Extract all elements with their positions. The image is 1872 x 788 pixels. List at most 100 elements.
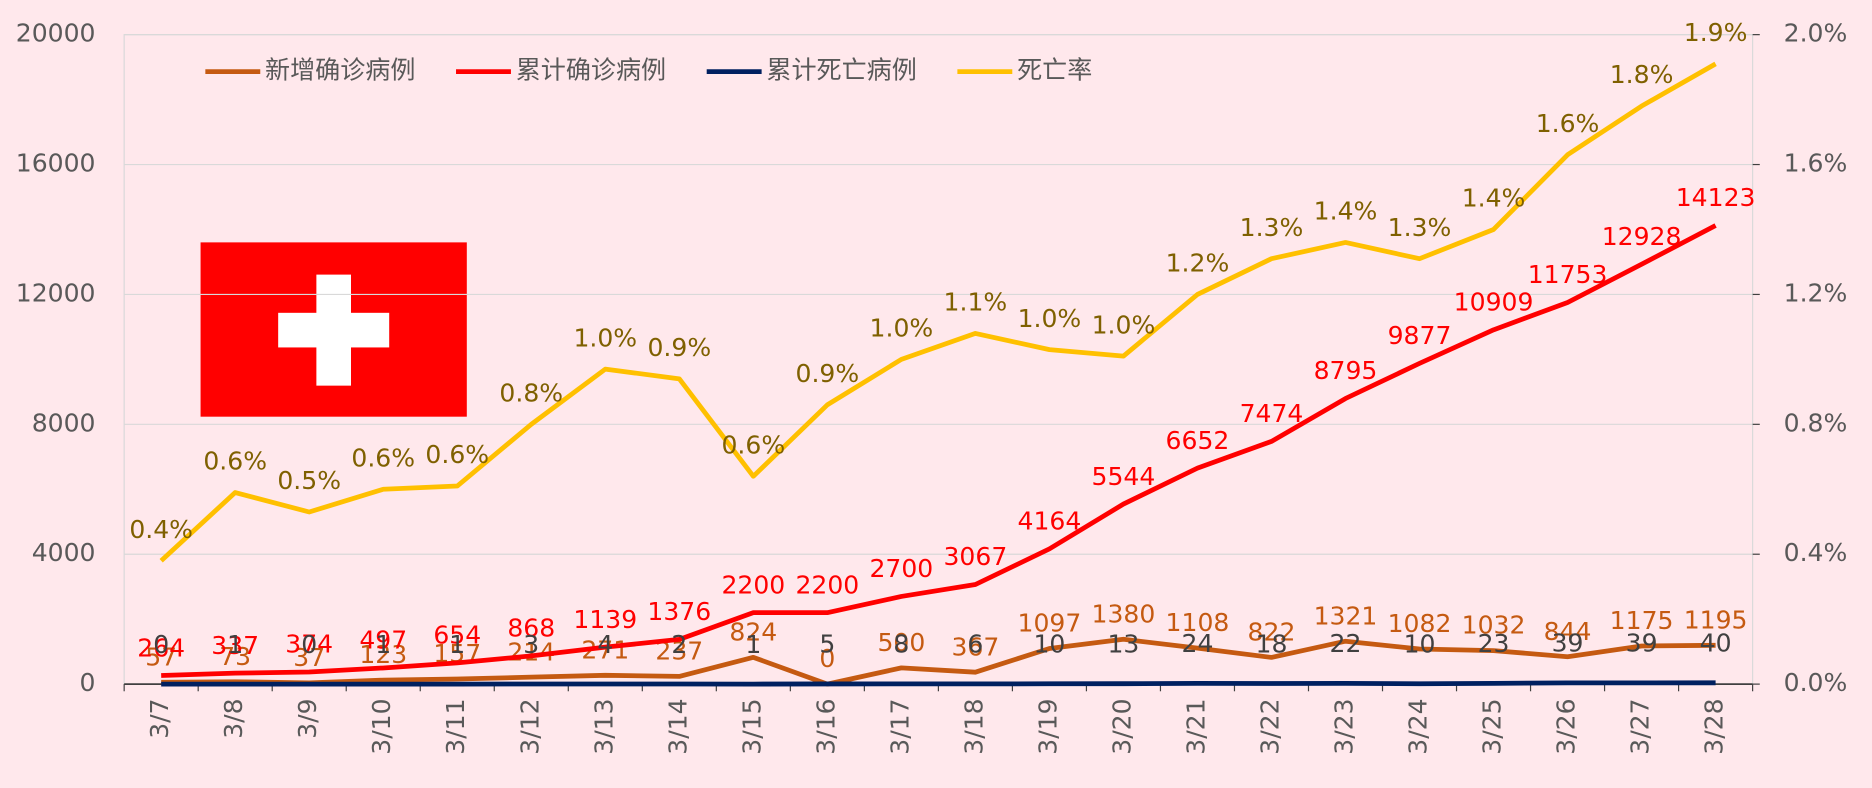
data-label: 40 <box>1700 629 1732 658</box>
data-label: 1380 <box>1092 599 1156 628</box>
data-label: 5544 <box>1092 462 1156 491</box>
y-tick-label: 0 <box>80 668 96 697</box>
data-label: 1 <box>227 630 243 659</box>
x-tick-label: 3/7 <box>145 698 174 738</box>
data-label: 1 <box>449 630 465 659</box>
data-label: 1108 <box>1166 608 1230 637</box>
x-tick-label: 3/25 <box>1478 698 1507 754</box>
data-label: 1.0% <box>1092 310 1156 339</box>
series-line <box>161 680 1716 687</box>
data-label: 0 <box>153 630 169 659</box>
data-label: 4 <box>597 630 613 659</box>
data-label: 868 <box>507 614 555 643</box>
y2-tick-label: 0.8% <box>1784 408 1848 437</box>
data-label: 7474 <box>1240 399 1304 428</box>
x-tick-label: 3/21 <box>1181 698 1210 754</box>
data-label: 3067 <box>943 542 1007 571</box>
y-tick-label: 20000 <box>16 19 96 48</box>
data-label: 0.9% <box>647 333 711 362</box>
data-label: 0.4% <box>129 515 193 544</box>
data-label: 2700 <box>869 554 933 583</box>
data-label: 18 <box>1256 629 1288 658</box>
data-label: 9877 <box>1388 321 1452 350</box>
data-label: 73 <box>219 642 251 671</box>
data-label: 1.9% <box>1684 18 1748 47</box>
data-label: 1.0% <box>1018 304 1082 333</box>
data-label: 1.8% <box>1610 60 1674 89</box>
data-label: 1175 <box>1610 606 1674 635</box>
data-label: 0 <box>819 644 835 673</box>
data-label: 264 <box>137 633 185 662</box>
data-label: 1097 <box>1018 609 1082 638</box>
data-label: 0.5% <box>277 466 341 495</box>
data-label: 497 <box>359 626 407 655</box>
data-label: 8795 <box>1314 356 1378 385</box>
x-tick-label: 3/15 <box>737 698 766 754</box>
data-label: 0.6% <box>425 440 489 469</box>
y-tick-label: 16000 <box>16 149 96 178</box>
y2-tick-label: 0.0% <box>1784 668 1848 697</box>
series-line <box>161 223 1717 678</box>
y-tick-label: 4000 <box>32 538 96 567</box>
x-tick-label: 3/13 <box>589 698 618 754</box>
data-label: 1.0% <box>573 323 637 352</box>
data-label: 57 <box>145 642 177 671</box>
x-tick-label: 3/17 <box>885 698 914 754</box>
data-label: 0.8% <box>499 378 563 407</box>
legend-label: 累计确诊病例 <box>516 56 666 85</box>
y-tick-label: 12000 <box>16 278 96 307</box>
data-label: 337 <box>211 631 259 660</box>
data-label: 0.9% <box>796 359 860 388</box>
legend-label: 死亡率 <box>1017 56 1092 85</box>
data-label: 1.6% <box>1536 109 1600 138</box>
data-label: 1.3% <box>1240 213 1304 242</box>
data-label: 10 <box>1033 630 1065 659</box>
data-label: 1082 <box>1388 609 1452 638</box>
x-tick-label: 3/18 <box>959 698 988 754</box>
data-label: 1 <box>375 630 391 659</box>
x-tick-label: 3/20 <box>1107 698 1136 754</box>
data-label: 1.0% <box>870 314 934 343</box>
data-label: 10909 <box>1454 288 1534 317</box>
legend-label: 累计死亡病例 <box>766 56 916 85</box>
x-tick-label: 3/19 <box>1033 698 1062 754</box>
data-label: 8 <box>893 630 909 659</box>
data-label: 654 <box>433 621 481 650</box>
x-tick-label: 3/28 <box>1700 698 1729 754</box>
data-label: 1.1% <box>944 288 1008 317</box>
data-label: 2200 <box>795 570 859 599</box>
y2-tick-label: 1.2% <box>1784 278 1848 307</box>
data-label: 3 <box>523 630 539 659</box>
data-label: 12928 <box>1602 222 1682 251</box>
data-label: 123 <box>359 640 407 669</box>
x-tick-label: 3/16 <box>811 698 840 754</box>
legend-label: 新增确诊病例 <box>265 56 415 85</box>
data-label: 1.4% <box>1462 184 1526 213</box>
x-tick-label: 3/14 <box>663 698 692 754</box>
data-label: 0.6% <box>203 447 267 476</box>
data-label: 1195 <box>1684 605 1748 634</box>
x-tick-label: 3/22 <box>1255 698 1284 754</box>
data-label: 6 <box>967 630 983 659</box>
x-tick-label: 3/12 <box>515 698 544 754</box>
data-label: 2200 <box>721 570 785 599</box>
data-label: 0.6% <box>351 443 415 472</box>
series-line <box>159 61 1717 563</box>
data-label: 13 <box>1107 629 1139 658</box>
data-label: 39 <box>1626 629 1658 658</box>
data-label: 822 <box>1248 618 1296 647</box>
x-tick-label: 3/10 <box>367 698 396 754</box>
data-label: 24 <box>1182 629 1214 658</box>
swiss-flag <box>200 242 467 417</box>
x-tick-label: 3/26 <box>1552 698 1581 754</box>
data-label: 2 <box>671 630 687 659</box>
data-label: 23 <box>1478 629 1510 658</box>
series-line <box>161 636 1716 687</box>
data-label: 6652 <box>1166 426 1230 455</box>
data-label: 0.6% <box>721 430 785 459</box>
y-tick-label: 8000 <box>32 408 96 437</box>
data-label: 22 <box>1330 629 1362 658</box>
y2-tick-label: 0.4% <box>1784 538 1848 567</box>
data-label: 10 <box>1404 630 1436 659</box>
data-label: 844 <box>1544 617 1592 646</box>
